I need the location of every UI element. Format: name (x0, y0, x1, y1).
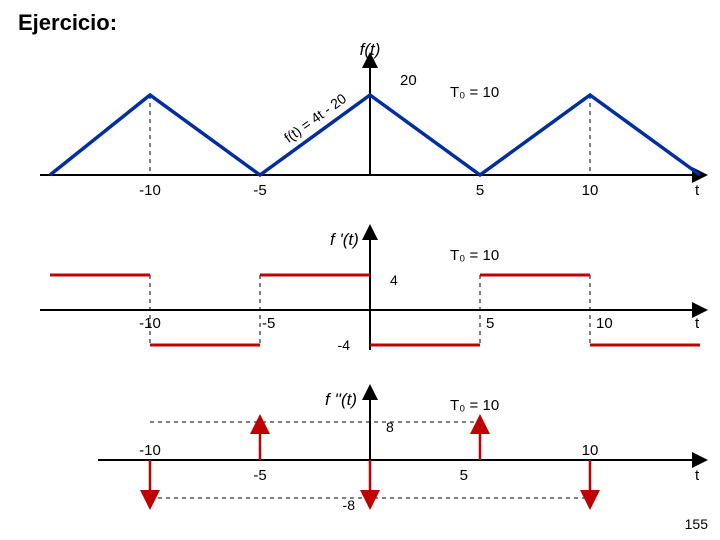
slide-number: 155 (685, 516, 708, 532)
c2-func-label: f '(t) (330, 230, 359, 249)
c1-tick: -5 (253, 182, 266, 199)
c3-tick: 5 (460, 467, 468, 484)
c2-tick: 5 (486, 315, 494, 332)
chart-fprime: f '(t) 4 -4 T₀ = 10 -10 -5 5 10 t (40, 230, 700, 353)
c3-t-label: t (695, 467, 700, 484)
c3-tick: 10 (582, 442, 599, 459)
c1-wave (50, 95, 700, 175)
c1-t-label: t (695, 182, 700, 199)
c3-func-label: f ''(t) (325, 390, 357, 409)
c3-period: T₀ = 10 (450, 397, 499, 414)
c1-period: T₀ = 10 (450, 84, 499, 101)
c2-period: T₀ = 10 (450, 247, 499, 264)
c2-tick: -5 (262, 315, 275, 332)
c1-ymax: 20 (400, 72, 417, 89)
chart-fpp: f ''(t) 8 -8 T₀ = 10 -10 -5 5 10 t (98, 390, 700, 513)
diagram-svg: f(t) 20 T₀ = 10 f(t) = 4t - 20 -10 -5 5 … (0, 0, 720, 540)
c3-tick: -10 (139, 442, 161, 459)
c1-tick: 5 (476, 182, 484, 199)
c1-tick: 10 (582, 182, 599, 199)
c2-tick: 10 (596, 315, 613, 332)
c1-func-label: f(t) (360, 40, 381, 59)
chart-f: f(t) 20 T₀ = 10 f(t) = 4t - 20 -10 -5 5 … (40, 40, 700, 199)
c3-ymin: -8 (343, 497, 356, 513)
c2-tick: -10 (139, 315, 161, 332)
c2-ymax: 4 (390, 272, 398, 288)
c1-tick: -10 (139, 182, 161, 199)
c2-ymin: -4 (338, 337, 351, 353)
c3-ymax: 8 (386, 419, 394, 435)
c2-t-label: t (695, 315, 700, 332)
c3-tick: -5 (253, 467, 266, 484)
